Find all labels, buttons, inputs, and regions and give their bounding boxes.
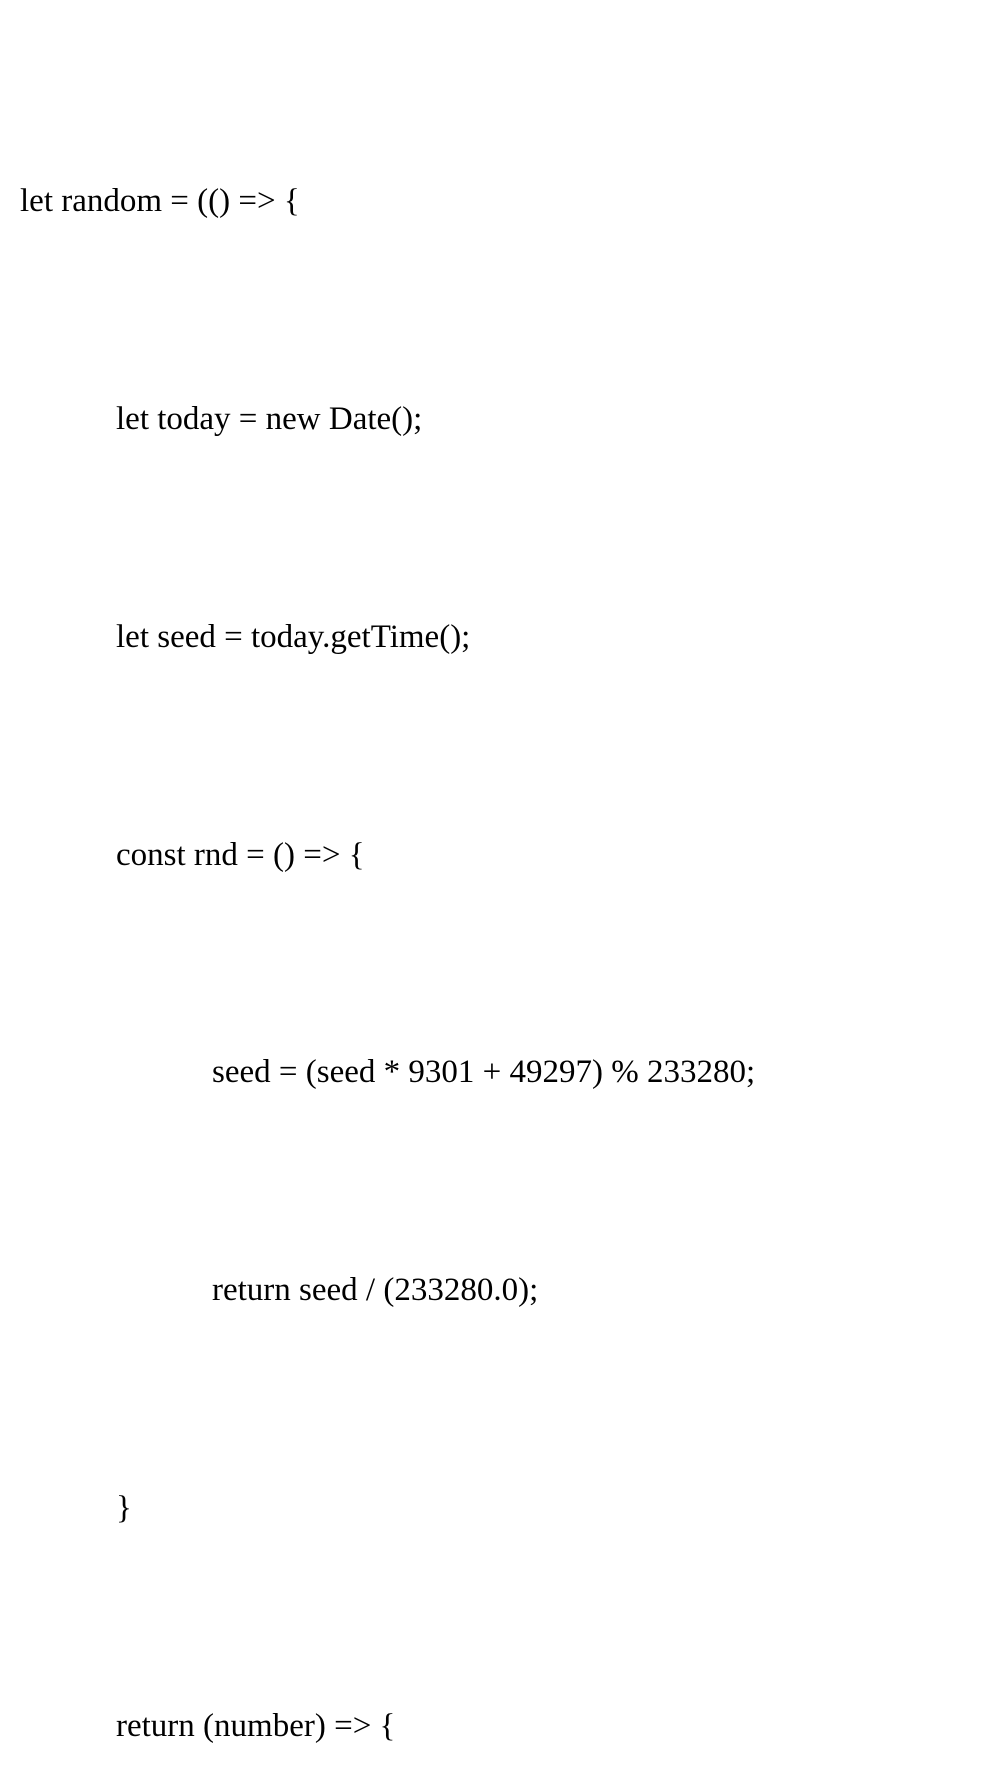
code-line: let today = new Date();: [20, 383, 980, 456]
code-line: let seed = today.getTime();: [20, 601, 980, 674]
code-line: return (number) => {: [20, 1690, 980, 1763]
code-line: return seed / (233280.0);: [20, 1254, 980, 1327]
code-line: }: [20, 1472, 980, 1545]
code-line: let random = (() => {: [20, 165, 980, 238]
code-line: const rnd = () => {: [20, 819, 980, 892]
code-block: let random = (() => { let today = new Da…: [0, 0, 1000, 1788]
code-line: seed = (seed * 9301 + 49297) % 233280;: [20, 1036, 980, 1109]
